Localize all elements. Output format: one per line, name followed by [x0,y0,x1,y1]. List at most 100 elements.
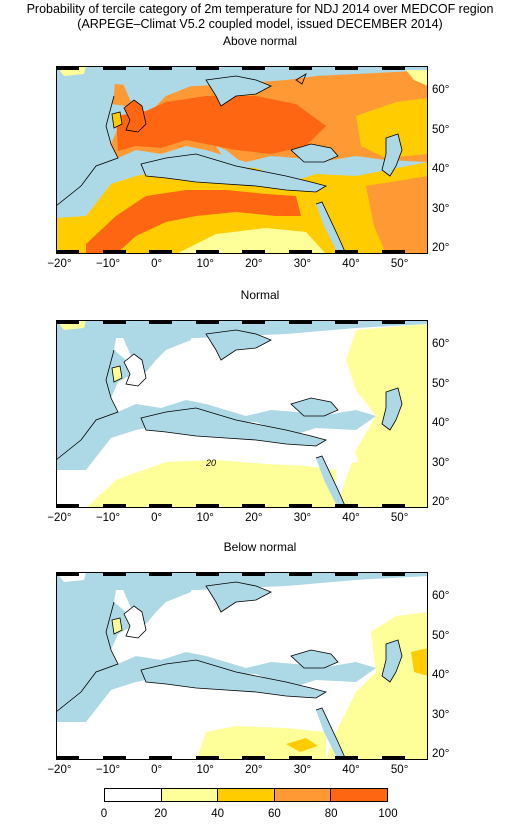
panel-title-below-normal: Below normal [223,540,297,554]
sea-caspian [382,134,402,176]
land-ireland [112,112,122,128]
land-ireland [112,618,122,634]
sea-red [316,456,346,508]
lat-label: 30° [432,708,450,721]
band-lightyellow-south [86,460,336,508]
colorbar-swatch [274,789,332,801]
land-white [56,576,428,760]
lat-label: 20° [432,496,450,508]
sea-caspian [382,640,402,682]
colorbar-swatch [218,789,275,801]
lon-label: 40° [342,512,360,524]
lat-label: 30° [432,202,450,215]
land-white [56,324,428,508]
lon-label: 50° [390,512,409,524]
lat-label: 30° [432,456,450,469]
colorbar-label: 40 [211,808,224,820]
lon-label: 0° [151,512,163,524]
colorbar-swatch [161,789,219,801]
lat-label: 40° [432,669,450,681]
sea-black [291,144,338,162]
lon-label: 40° [342,764,360,776]
sea-atlantic [56,572,118,712]
band-lightyellow-east [326,612,428,760]
lon-label: 10° [196,258,214,270]
panel-title-normal: Normal [240,288,280,302]
land-britain [124,354,146,386]
contour-label: 20 [205,458,216,468]
colorbar-label: 80 [324,808,338,820]
band-white-pocket [340,454,358,464]
sea-black [291,398,338,416]
lat-label: 40° [432,417,450,429]
lon-label: 40° [342,258,360,270]
sea-mediterranean [141,660,326,698]
lon-label: −20° [47,258,72,270]
sea-atlantic [56,320,118,460]
sea-atlantic [56,66,118,206]
lat-label: 20° [432,242,450,254]
lon-label: 20° [245,512,263,524]
sea-black [291,650,338,668]
sea-adriatic [216,146,241,164]
lat-label: 50° [432,123,450,136]
lon-label: −20° [47,764,72,776]
map-below-normal [56,572,428,760]
band-orange-east [366,176,428,254]
lat-label: 60° [432,84,450,96]
lon-label: −10° [95,512,121,524]
figure-title: Probability of tercile category of 2m te… [26,2,494,16]
lon-label: 30° [293,258,312,270]
land-britain [124,100,146,132]
lon-label: 20° [245,764,263,776]
lon-label: 10° [196,512,214,524]
lon-label: −20° [47,512,72,524]
band-lightyellow-east [336,324,428,508]
band-yellow-northeast [356,98,428,158]
colorbar [104,788,388,802]
land-britain [124,606,146,638]
lon-label: 10° [196,764,214,776]
sea-mediterranean [141,408,326,446]
sea-caspian [382,388,402,430]
sea-north [116,320,196,360]
lon-label: −10° [95,764,121,776]
lat-label: 20° [432,748,450,760]
band-lightyellow-south [176,228,326,254]
colorbar-label: 20 [154,808,168,820]
lon-label: 20° [245,258,263,270]
band-darkorange-south [86,190,301,254]
lat-label: 50° [432,377,450,390]
panel-title-above-normal: Above normal [222,34,298,48]
band-yellow-caspian [411,648,428,676]
lat-label: 60° [432,338,450,350]
colorbar-label: 0 [100,808,108,820]
colorbar-swatch [331,789,387,801]
sea-baltic [206,76,271,106]
sea-mediterranean [141,154,326,192]
band-yellow-south [286,738,318,752]
colorbar-label: 60 [267,808,281,820]
colorbar-label: 100 [378,808,398,820]
lon-label: 0° [151,764,163,776]
land-ireland [112,366,122,382]
lon-label: 50° [390,258,409,270]
map-normal: 20 [56,320,428,508]
sea-north [116,572,196,612]
figure-subtitle: (ARPEGE–Climat V5.2 coupled model, issue… [77,17,443,31]
lat-label: 50° [432,629,450,642]
lon-label: 30° [293,512,312,524]
band-darkorange-north [116,96,326,154]
sea-baltic [206,582,271,612]
sea-red [316,708,346,760]
lon-label: 0° [151,258,163,270]
lat-label: 40° [432,163,450,175]
lon-label: 30° [293,764,312,776]
colorbar-swatch [105,789,162,801]
lat-label: 60° [432,590,450,602]
map-above-normal [56,66,428,254]
lon-label: −10° [95,258,121,270]
sea-north [116,66,196,106]
band-lightyellow-south [196,726,326,760]
lon-label: 50° [390,764,409,776]
